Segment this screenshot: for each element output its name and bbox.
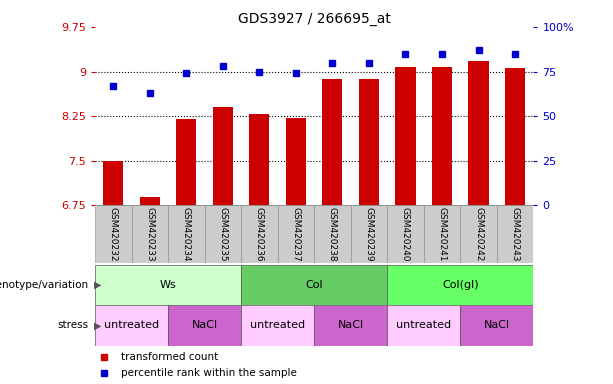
Text: Col(gl): Col(gl) [442,280,479,290]
Text: GSM420233: GSM420233 [145,207,154,262]
Bar [359,79,379,205]
Bar [205,205,241,263]
Text: GSM420235: GSM420235 [218,207,227,262]
Bar [424,205,460,263]
Bar [497,205,533,263]
Bar [95,305,168,346]
Text: Ws: Ws [160,280,177,290]
Bar [241,305,314,346]
Text: untreated: untreated [104,320,159,331]
Bar [95,265,241,305]
Bar [286,118,306,205]
Bar [314,205,351,263]
Bar [241,205,278,263]
Text: Col: Col [305,280,323,290]
Text: ▶: ▶ [94,320,101,331]
Text: GSM420236: GSM420236 [255,207,264,262]
Text: NaCl: NaCl [484,320,510,331]
Bar [140,197,160,205]
Text: NaCl: NaCl [338,320,364,331]
Bar [387,265,533,305]
Bar [505,68,525,205]
Bar [249,114,270,205]
Text: stress: stress [58,320,89,331]
Text: NaCl: NaCl [191,320,218,331]
Title: GDS3927 / 266695_at: GDS3927 / 266695_at [238,12,390,26]
Text: genotype/variation: genotype/variation [0,280,89,290]
Bar [322,79,343,205]
Bar [177,119,196,205]
Bar [103,161,123,205]
Bar [395,67,416,205]
Text: untreated: untreated [396,320,451,331]
Bar [460,205,497,263]
Text: untreated: untreated [250,320,305,331]
Text: GSM420234: GSM420234 [182,207,191,262]
Text: transformed count: transformed count [121,352,219,362]
Text: percentile rank within the sample: percentile rank within the sample [121,368,297,378]
Bar [432,67,452,205]
Bar [132,205,168,263]
Bar [351,205,387,263]
Text: GSM420241: GSM420241 [438,207,446,262]
Text: GSM420237: GSM420237 [291,207,300,262]
Bar [241,265,387,305]
Text: GSM420240: GSM420240 [401,207,410,262]
Bar [278,205,314,263]
Bar [314,305,387,346]
Text: GSM420232: GSM420232 [109,207,118,262]
Bar [387,205,424,263]
Bar [168,205,205,263]
Bar [387,305,460,346]
Bar [95,205,132,263]
Text: GSM420243: GSM420243 [511,207,520,262]
Bar [468,61,489,205]
Text: GSM420242: GSM420242 [474,207,483,262]
Bar [213,107,233,205]
Bar [460,305,533,346]
Text: ▶: ▶ [94,280,101,290]
Text: GSM420239: GSM420239 [365,207,373,262]
Text: GSM420238: GSM420238 [328,207,337,262]
Bar [168,305,241,346]
